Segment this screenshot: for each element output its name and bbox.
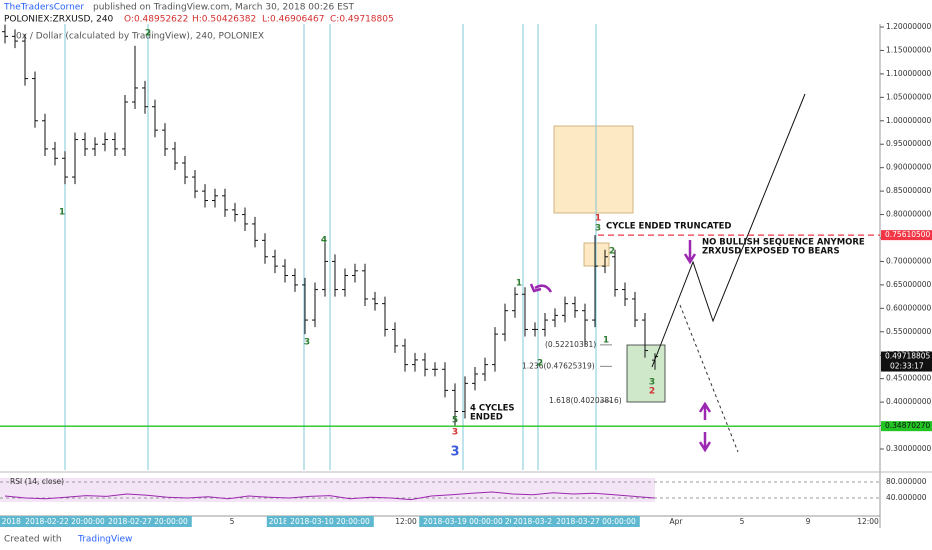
x-tick-label: 2018-03-10 20:00:00 [290,517,370,526]
countdown: 02:33:17 [890,362,924,371]
wave-label: 3 [450,445,459,460]
fib-label: (0.52210331) [545,340,596,349]
x-tick-label: 5 [740,517,745,526]
rsi-line [4,491,655,501]
wave-label: 1 [603,336,609,346]
x-tick-label: Apr [670,517,684,526]
x-label-bg [0,516,31,527]
green-box [626,344,666,403]
down-arrow [683,240,697,265]
x-label-bg [552,516,640,527]
annotation: NO BULLISH SEQUENCE ANYMORE [702,238,865,248]
curved-arrow [529,283,553,293]
ohlc-high: H:0.50426382 [192,15,256,25]
wave-label: 1 [59,208,65,218]
x-tick-label: 12:00 [395,517,417,526]
y-tick-label: 0.55000000 [886,327,932,336]
arrows [529,240,712,453]
y-tick-label: 0.90000000 [886,163,932,172]
x-tick-label: 2018-02-27 20:00:00 [108,517,188,526]
projection-path [651,93,806,368]
down-arrow [698,432,712,453]
x-label-bg [266,516,298,527]
level-label: 0.34870270 [885,421,931,430]
wave-label: 2 [145,29,151,39]
last-price: 0.49718805 [885,352,931,361]
y-tick-label: 0.95000000 [886,139,932,148]
wave-label: 3 [595,224,601,234]
y-tick-label: 0.30000000 [886,444,932,453]
ohlc-close: C:0.49718805 [330,15,394,25]
annotation: CYCLE ENDED TRUNCATED [606,222,731,232]
wave-label: 4 [321,236,327,246]
x-tick-label: 2018-03-23 [513,517,557,526]
x-tick-label: 2018-03-27 00:00:00 [556,517,636,526]
target-box [553,125,634,214]
bear-projection [679,304,739,453]
x-tick-label: 5 [230,517,235,526]
y-tick-label: 1.05000000 [886,92,932,101]
wave-label: 5 [452,416,458,426]
wave-label: 3 [304,338,310,348]
y-tick-label: 0.65000000 [886,280,932,289]
x-tick-label: 12:00 [857,517,879,526]
subtitle: 0x / Dollar (calculated by TradingView),… [16,32,264,42]
wave-label: 2 [649,387,655,397]
y-tick-label: 1.20000000 [886,22,932,31]
published: published on TradingView.com, March 30, … [93,3,354,13]
level-label: 0.75610500 [885,230,931,239]
y-tick-label: 0.40000000 [886,397,932,406]
fib-label: 1.236(0.47625319) [522,361,595,370]
level-tag [881,230,932,241]
y-tick-label: 0.70000000 [886,256,932,265]
ohlc-open: O:0.48952622 [124,15,188,25]
y-tick-label: 0.60000000 [886,303,932,312]
rsi-title: RSI (14, close) [10,477,64,486]
fib-label: 1.618(0.40203816) [549,396,622,405]
author: TheTradersCorner [3,3,84,13]
last-price-tag [881,351,932,372]
x-tick-label: 2018-0 [269,517,296,526]
footer-created: Created with [4,535,62,545]
y-tick-label: 1.15000000 [886,45,932,54]
x-tick-label: 2018-0 [2,517,29,526]
ohlc-low: L:0.46906467 [262,15,324,25]
x-label-bg [104,516,192,527]
y-tick-label: 0.85000000 [886,186,932,195]
wave-label: 2 [537,359,543,369]
y-tick-label: 0.80000000 [886,210,932,219]
wave-label: 1 [595,214,601,224]
x-tick-label: 9 [806,517,811,526]
annotation: 4 CYCLES [470,404,515,414]
wave-label: 3 [649,378,655,388]
x-label-bg [511,516,559,527]
up-arrow [698,401,712,420]
level-tag [881,421,932,432]
footer-brand: TradingView [77,535,132,545]
x-label-bg [21,516,109,527]
x-tick-label: 2018-02-22 20:00:00 [25,517,105,526]
rsi-tick-label: 80.000000 [886,477,927,486]
wave-label: 3 [452,428,458,438]
y-tick-label: 0.45000000 [886,374,932,383]
y-tick-label: 1.10000000 [886,69,932,78]
x-tick-label: 2018-03-19 00:00:00 [423,517,503,526]
rsi-tick-label: 40.000000 [886,493,927,502]
x-label-bg [419,516,507,527]
symbol: POLONIEX:ZRXUSD, 240 [4,15,114,25]
x-label-bg [286,516,374,527]
wave-label: 1 [516,279,522,289]
cycle-lines [64,24,597,470]
annotation: ZRXUSD EXPOSED TO BEARS [702,247,840,257]
y-tick-label: 1.00000000 [886,116,932,125]
annotation: ENDED [470,413,503,423]
wave-label: 2 [609,247,615,257]
